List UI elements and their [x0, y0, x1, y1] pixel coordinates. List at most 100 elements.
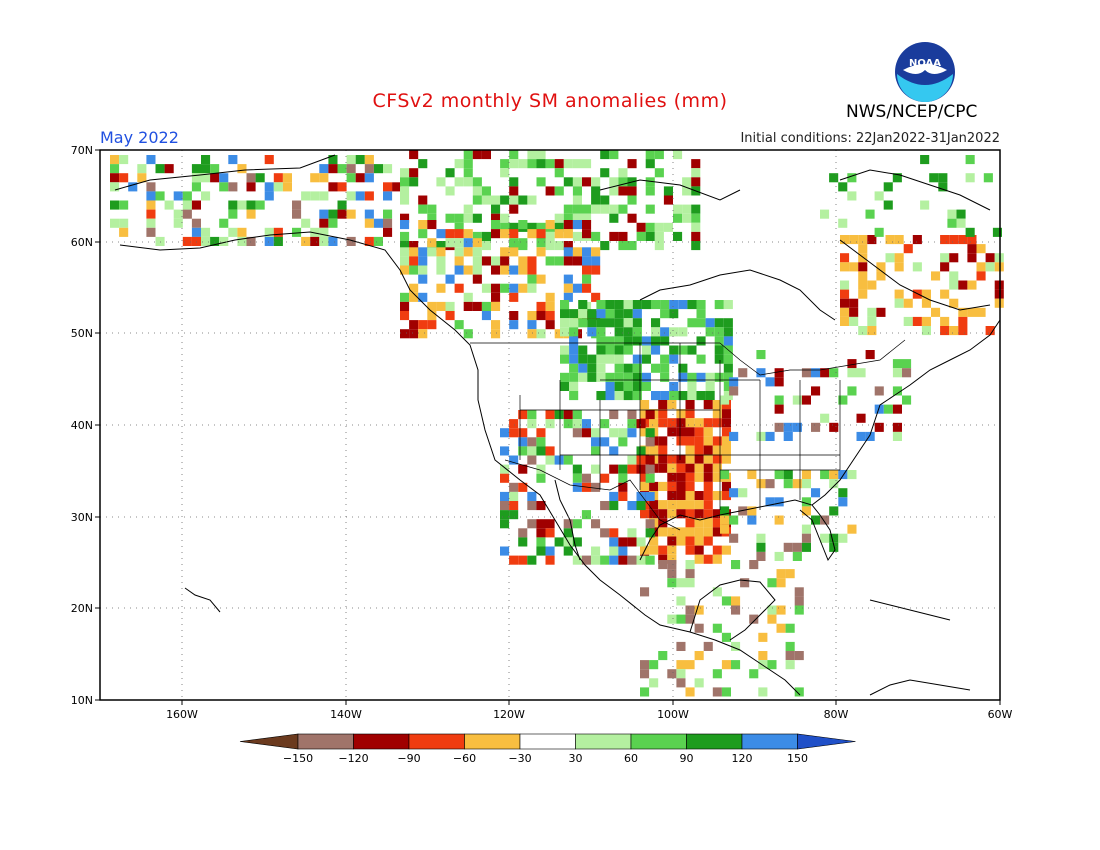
anomaly-cell [669, 327, 679, 337]
anomaly-cell [694, 651, 704, 661]
anomaly-cell [729, 386, 739, 396]
anomaly-cell [649, 678, 659, 688]
anomaly-cell [640, 687, 650, 697]
anomaly-cell [820, 470, 830, 480]
anomaly-cell [654, 150, 664, 160]
anomaly-cell [518, 159, 528, 169]
anomaly-cell [721, 596, 731, 606]
anomaly-cell [840, 235, 850, 245]
anomaly-cell [676, 491, 686, 501]
lon-label: 100W [657, 708, 689, 721]
anomaly-cell [264, 236, 274, 246]
anomaly-cell [667, 463, 677, 473]
anomaly-cell [840, 262, 850, 272]
anomaly-cell [654, 168, 664, 178]
anomaly-cell [527, 222, 537, 232]
anomaly-cell [712, 587, 722, 597]
anomaly-cell [721, 632, 731, 642]
anomaly-cell [509, 283, 519, 293]
anomaly-cell [623, 300, 633, 310]
anomaly-cell [712, 472, 722, 482]
anomaly-cell [605, 336, 615, 346]
anomaly-cell [582, 265, 592, 275]
anomaly-cell [273, 227, 283, 237]
anomaly-cell [667, 545, 677, 555]
anomaly-cell [500, 247, 510, 257]
anomaly-cell [527, 150, 537, 160]
anomaly-cell [618, 555, 628, 565]
anomaly-cell [355, 155, 365, 165]
anomaly-cell [958, 326, 968, 336]
anomaly-cell [364, 155, 374, 165]
anomaly-cell [509, 510, 519, 520]
anomaly-cell [563, 204, 573, 214]
anomaly-cell [940, 316, 950, 326]
anomaly-cell [685, 454, 695, 464]
anomaly-cell [563, 274, 573, 284]
anomaly-cell [609, 204, 619, 214]
anomaly-cell [572, 283, 582, 293]
anomaly-cell [714, 345, 724, 355]
anomaly-cell [609, 537, 619, 547]
anomaly-cell [723, 300, 733, 310]
anomaly-cell [614, 336, 624, 346]
anomaly-cell [636, 491, 646, 501]
anomaly-cell [883, 404, 893, 414]
anomaly-cell [146, 227, 156, 237]
anomaly-cell [614, 300, 624, 310]
anomaly-cell [667, 418, 677, 428]
anomaly-cell [454, 213, 464, 223]
anomaly-cell [965, 227, 975, 237]
anomaly-cell [472, 150, 482, 160]
anomaly-cell [632, 363, 642, 373]
anomaly-cell [563, 546, 573, 556]
anomaly-cell [738, 368, 748, 378]
anomaly-cell [623, 309, 633, 319]
anomaly-cell [783, 431, 793, 441]
anomaly-cell [876, 262, 886, 272]
anomaly-cell [858, 326, 868, 336]
anomaly-cell [614, 327, 624, 337]
anomaly-cell [678, 391, 688, 401]
anomaly-cell [640, 587, 650, 597]
anomaly-cell [119, 218, 129, 228]
anomaly-cell [669, 309, 679, 319]
anomaly-cell [623, 363, 633, 373]
anomaly-cell [720, 506, 730, 516]
anomaly-cell [687, 318, 697, 328]
anomaly-cell [687, 391, 697, 401]
anomaly-cell [609, 213, 619, 223]
anomaly-cell [591, 555, 601, 565]
anomaly-cell [838, 395, 848, 405]
anomaly-cell [847, 386, 857, 396]
anomaly-cell [581, 510, 591, 520]
anomaly-cell [694, 445, 704, 455]
anomaly-cell [237, 200, 247, 210]
anomaly-cell [820, 209, 830, 219]
anomaly-cell [509, 177, 519, 187]
anomaly-cell [867, 280, 877, 290]
anomaly-cell [463, 292, 473, 302]
anomaly-cell [703, 427, 713, 437]
anomaly-cell [685, 436, 695, 446]
anomaly-cell [445, 238, 455, 248]
anomaly-cell [640, 669, 650, 679]
anomaly-cell [774, 404, 784, 414]
anomaly-cell [373, 236, 383, 246]
anomaly-cell [720, 524, 730, 534]
anomaly-cell [527, 419, 537, 429]
anomaly-cell [563, 528, 573, 538]
anomaly-cell [685, 409, 695, 419]
anomaly-cell [712, 623, 722, 633]
anomaly-cell [667, 569, 677, 579]
anomaly-cell [940, 326, 950, 336]
anomaly-cell [255, 173, 265, 183]
anomaly-cell [463, 159, 473, 169]
anomaly-cell [383, 209, 393, 219]
anomaly-cell [829, 470, 839, 480]
anomaly-cell [436, 241, 446, 251]
anomaly-cell [892, 404, 902, 414]
anomaly-cell [792, 395, 802, 405]
anomaly-cell [838, 533, 848, 543]
anomaly-cell [767, 614, 777, 624]
